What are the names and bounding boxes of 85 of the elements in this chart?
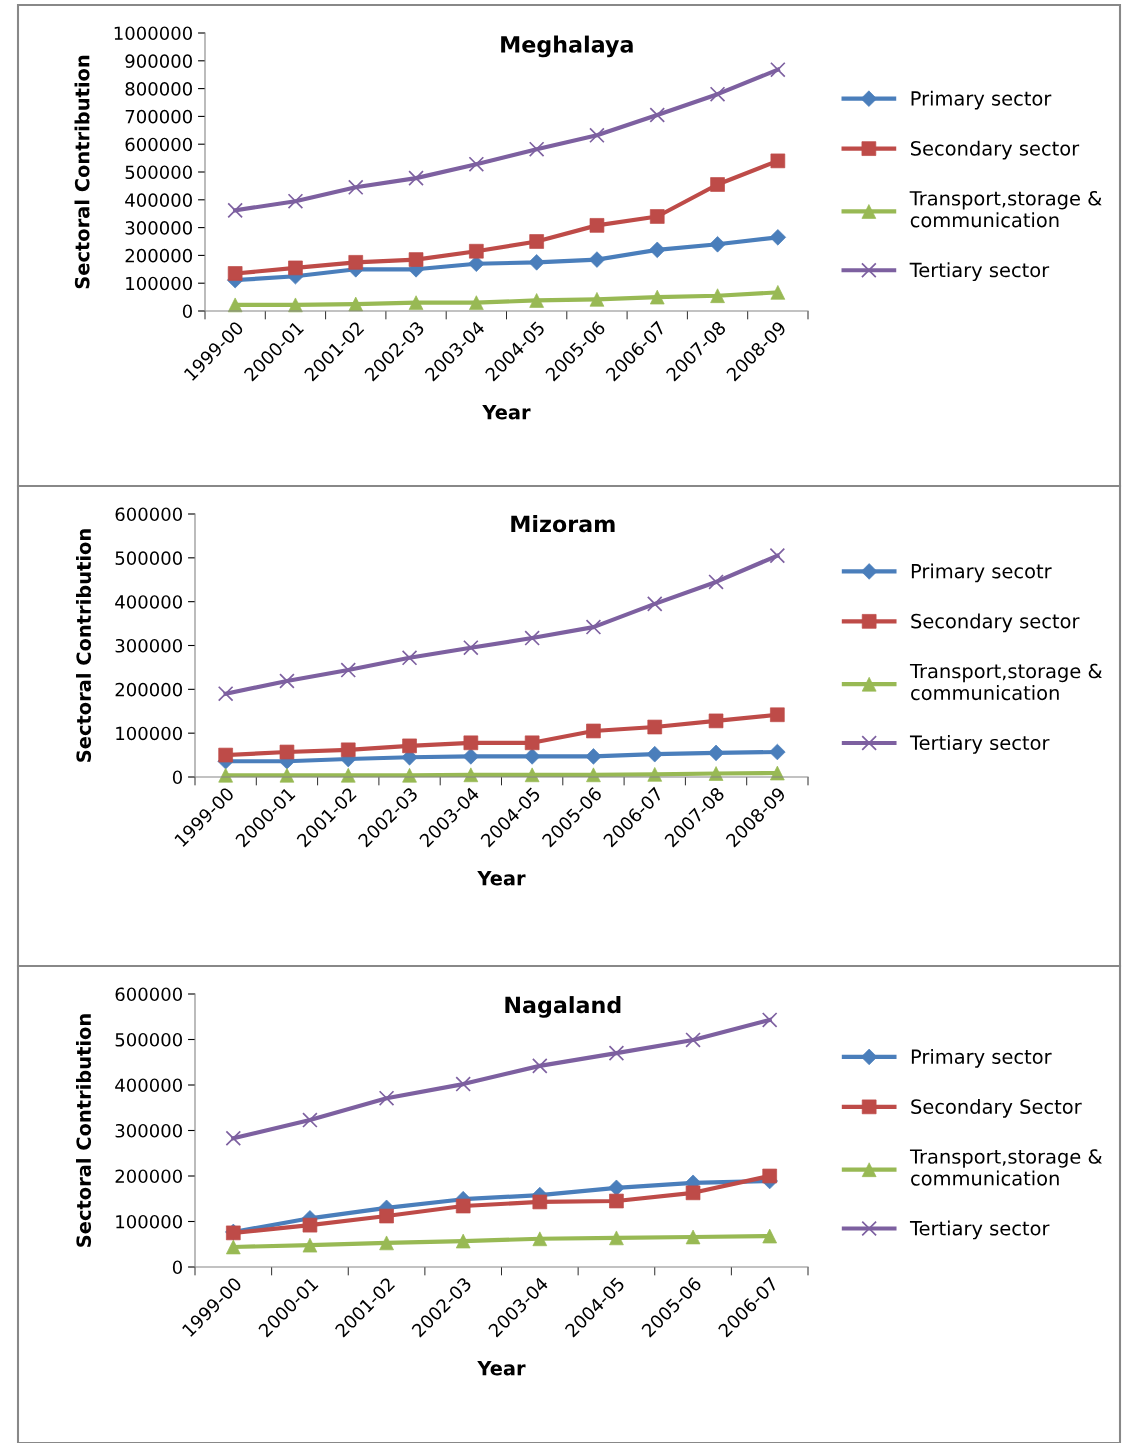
point (217, 685, 234, 702)
point (532, 1058, 548, 1074)
legend-label: Tertiary sector (909, 262, 1050, 282)
legend-label: Secondary sector (911, 613, 1080, 633)
point (708, 574, 724, 590)
point (524, 630, 540, 646)
y-tick-label: 600000 (115, 507, 182, 522)
x-axis-title: Year (477, 871, 526, 886)
y-tick-label: 100000 (126, 276, 192, 291)
y-axis-title: Sectoral Contribution (76, 1014, 92, 1247)
legend-label: Secondary Sector (911, 1098, 1082, 1118)
legend-label: Transport,storage & communication (909, 663, 1103, 701)
point (347, 179, 364, 196)
y-tick-label: 100000 (116, 726, 182, 741)
y-tick-label: 800000 (125, 82, 192, 96)
legend-label: Primary secotr (911, 563, 1052, 583)
point (709, 86, 726, 102)
point (589, 127, 605, 144)
chart-title: Nagaland (505, 996, 621, 1018)
y-tick-label: 100000 (116, 1214, 182, 1229)
point (225, 1130, 242, 1147)
y-tick-label: 600000 (125, 137, 192, 152)
legend-label: Tertiary sector (909, 1220, 1050, 1240)
y-axis-title: Sectoral Contribution (76, 529, 92, 762)
point (408, 252, 424, 267)
point (302, 1112, 318, 1128)
y-tick-label: 900000 (125, 54, 192, 68)
y-tick-label: 300000 (115, 1123, 182, 1138)
point (279, 744, 295, 760)
point (646, 596, 663, 612)
y-tick-label: 300000 (125, 221, 192, 235)
legend-label: Tertiary sector (909, 735, 1050, 754)
y-axis-title: Sectoral Contribution (74, 55, 90, 289)
point (378, 1090, 395, 1106)
point (227, 202, 243, 219)
legend-label: Primary sector (911, 90, 1052, 110)
point (302, 1217, 318, 1233)
point (528, 141, 545, 157)
legend-label: Secondary sector (910, 140, 1080, 160)
x-axis-title: Year (482, 405, 531, 420)
y-tick-label: 700000 (125, 109, 192, 124)
y-tick-label: 500000 (115, 551, 182, 565)
y-tick-label: 400000 (125, 193, 192, 207)
y-tick-label: 300000 (115, 638, 182, 653)
point (463, 735, 479, 751)
legend-label: Transport,storage & communication (909, 190, 1102, 228)
point (279, 673, 295, 689)
y-tick-label: 200000 (115, 1169, 182, 1184)
y-tick-label: 400000 (115, 595, 182, 609)
point (649, 107, 666, 123)
y-tick-label: 0 (182, 304, 192, 319)
chart-title: Meghalaya (501, 35, 633, 58)
y-tick-label: 0 (172, 1260, 182, 1275)
point (218, 747, 233, 763)
y-tick-label: 200000 (115, 682, 182, 697)
point (532, 1231, 548, 1247)
legend-label: Transport,storage & communication (909, 1149, 1103, 1186)
y-tick-label: 200000 (125, 248, 192, 263)
point (685, 1032, 701, 1048)
point (340, 662, 357, 678)
point (348, 255, 364, 270)
point (585, 619, 602, 635)
y-tick-label: 500000 (115, 1032, 182, 1047)
point (523, 748, 541, 765)
y-tick-label: 1000000 (114, 26, 192, 41)
point (401, 649, 418, 666)
y-tick-label: 0 (172, 770, 182, 785)
y-tick-label: 600000 (115, 987, 182, 1002)
y-tick-label: 500000 (125, 165, 192, 180)
point (770, 153, 786, 169)
point (379, 1208, 394, 1224)
point (463, 639, 479, 656)
x-axis-title: Year (477, 1361, 526, 1376)
legend-label: Primary sector (911, 1048, 1052, 1068)
point (408, 170, 424, 186)
point (455, 1076, 471, 1092)
point (608, 1045, 625, 1061)
point (769, 547, 786, 564)
point (770, 61, 786, 78)
point (609, 1193, 624, 1209)
point (287, 193, 304, 209)
point (761, 1012, 778, 1028)
y-tick-label: 400000 (115, 1078, 182, 1093)
point (468, 156, 485, 172)
chart-title: Mizoram (511, 515, 615, 533)
